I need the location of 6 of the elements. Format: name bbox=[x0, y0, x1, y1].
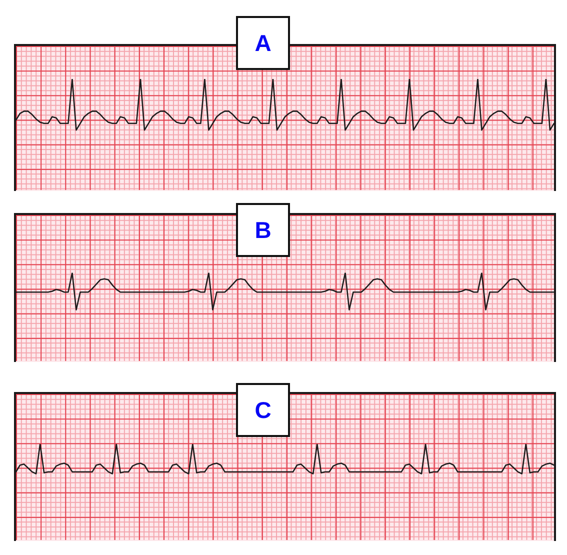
chart-title: B bbox=[254, 216, 272, 242]
chart-title: A bbox=[254, 30, 272, 56]
title-box: A bbox=[236, 16, 290, 70]
chart-title: C bbox=[254, 396, 272, 422]
title-box: C bbox=[236, 383, 290, 437]
title-box: B bbox=[236, 203, 290, 257]
